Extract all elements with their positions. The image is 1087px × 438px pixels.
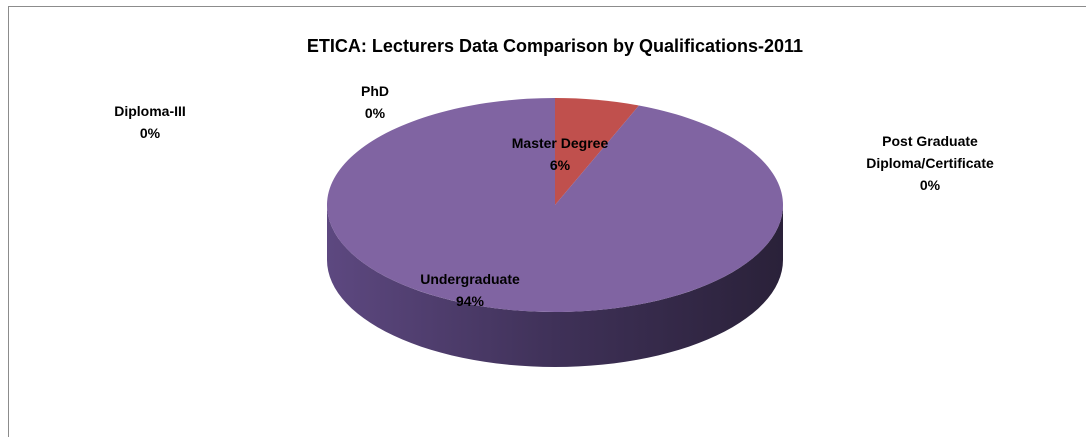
pie-slice bbox=[555, 98, 639, 205]
slice-label: Post Graduate Diploma/Certificate bbox=[866, 133, 994, 171]
slice-value-label: 94% bbox=[455, 293, 485, 309]
slice-label: Undergraduate bbox=[420, 271, 520, 287]
pie-side bbox=[327, 205, 783, 367]
slice-value-label: 0% bbox=[364, 105, 386, 121]
pie-slice bbox=[327, 98, 783, 312]
chart-title: ETICA: Lecturers Data Comparison by Qual… bbox=[306, 36, 804, 56]
slice-label: Master Degree bbox=[511, 135, 609, 151]
slice-label: Diploma-III bbox=[114, 103, 186, 119]
slice-value-label: 0% bbox=[919, 177, 941, 193]
slice-label: PhD bbox=[361, 83, 389, 99]
chart-frame bbox=[8, 6, 1086, 437]
slice-value-label: 6% bbox=[549, 157, 571, 173]
slice-value-label: 0% bbox=[139, 125, 161, 141]
